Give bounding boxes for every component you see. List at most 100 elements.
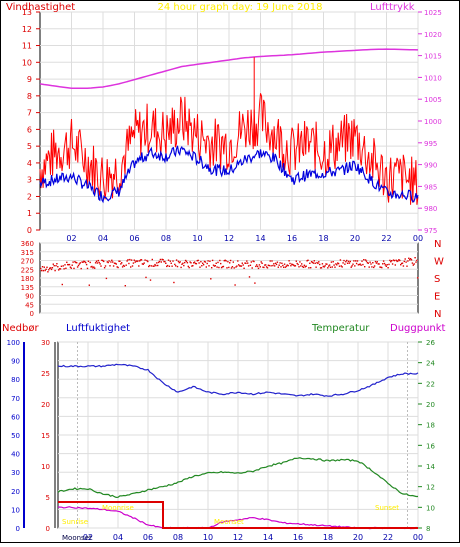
direction-point [266, 267, 269, 269]
direction-point [245, 262, 247, 264]
direction-point [148, 264, 151, 267]
direction-point [269, 260, 271, 262]
direction-point [127, 259, 129, 261]
direction-point [346, 259, 348, 262]
climate-time-label: 22 [383, 533, 393, 542]
direction-point [209, 260, 211, 262]
direction-point [294, 265, 297, 267]
direction-point [364, 266, 366, 268]
direction-point [60, 265, 63, 267]
climate-time-label: 02 [83, 533, 93, 542]
direction-point [387, 267, 389, 269]
direction-point [215, 262, 217, 264]
direction-point [222, 265, 225, 268]
compass-label: N [434, 309, 441, 320]
direction-point [211, 267, 213, 269]
direction-point [292, 264, 295, 266]
direction-point [180, 266, 182, 269]
direction-point [253, 260, 255, 263]
direction-point [230, 267, 233, 269]
direction-point [75, 261, 77, 264]
direction-point [335, 263, 337, 265]
climate-right-tick-label: 22 [426, 380, 435, 388]
direction-tick-label: 0 [30, 310, 34, 318]
direction-point [152, 265, 154, 267]
direction-point [313, 260, 315, 262]
direction-point [371, 266, 373, 268]
direction-point [122, 264, 125, 267]
direction-point [87, 260, 90, 262]
direction-point [286, 264, 288, 266]
direction-point [373, 266, 375, 269]
direction-point [417, 277, 419, 279]
direction-point [47, 271, 49, 273]
wind-tick-label: 0 [27, 226, 32, 235]
direction-point [126, 260, 128, 262]
direction-point [40, 267, 42, 270]
direction-point [143, 262, 145, 264]
direction-point [273, 263, 275, 265]
direction-point [112, 265, 115, 267]
direction-point [177, 260, 180, 263]
direction-point [208, 265, 210, 267]
direction-point [226, 267, 228, 269]
direction-point [353, 260, 355, 262]
direction-point [66, 261, 68, 263]
direction-point [315, 266, 317, 268]
direction-point [91, 265, 93, 268]
wind-x-ticks: 02 04 06 08 10 12 14 16 18 20 22 00 [66, 234, 423, 243]
direction-point [275, 263, 278, 266]
direction-point [121, 262, 123, 264]
direction-point [57, 266, 59, 268]
wind-tick-label: 11 [22, 42, 32, 51]
direction-point [388, 263, 390, 266]
direction-point [265, 264, 267, 266]
pressure-line [39, 48, 419, 90]
direction-point [362, 263, 364, 266]
direction-point [282, 264, 284, 267]
direction-point [242, 264, 244, 266]
direction-point [370, 263, 372, 265]
direction-point [351, 265, 353, 267]
direction-point [241, 262, 243, 264]
direction-point [176, 265, 179, 268]
compass-label: W [434, 257, 444, 268]
direction-point [309, 262, 311, 264]
direction-point [214, 265, 216, 267]
direction-point [306, 260, 308, 262]
direction-point [267, 264, 270, 266]
direction-point [183, 264, 185, 267]
direction-point [361, 260, 363, 262]
wind-series [39, 48, 419, 205]
direction-point [78, 263, 81, 265]
direction-point [85, 263, 88, 266]
direction-point [150, 265, 153, 267]
direction-point [103, 260, 105, 263]
direction-point [255, 265, 257, 268]
direction-point [192, 265, 194, 267]
direction-point [318, 261, 320, 263]
direction-point [319, 267, 322, 269]
direction-point [153, 265, 155, 267]
direction-point [54, 269, 56, 272]
direction-point [401, 262, 404, 264]
pressure-right-ticks: 975 980 985 990 995 1000 1005 1010 1015 1020 1025 [418, 9, 442, 235]
climate-time-label: 04 [113, 533, 123, 542]
wind-time-label: 04 [98, 234, 108, 243]
wind-time-label: 16 [287, 234, 297, 243]
direction-point [65, 267, 67, 269]
direction-point [356, 260, 359, 262]
direction-point [407, 260, 409, 262]
direction-point [46, 266, 48, 268]
direction-point [394, 264, 396, 266]
direction-point [367, 262, 369, 264]
direction-point [49, 267, 52, 269]
direction-point [124, 285, 126, 287]
direction-point [402, 265, 405, 267]
direction-point [106, 261, 108, 263]
direction-point [179, 261, 181, 263]
direction-point [86, 267, 89, 270]
direction-point [360, 264, 362, 266]
direction-point [161, 258, 163, 261]
